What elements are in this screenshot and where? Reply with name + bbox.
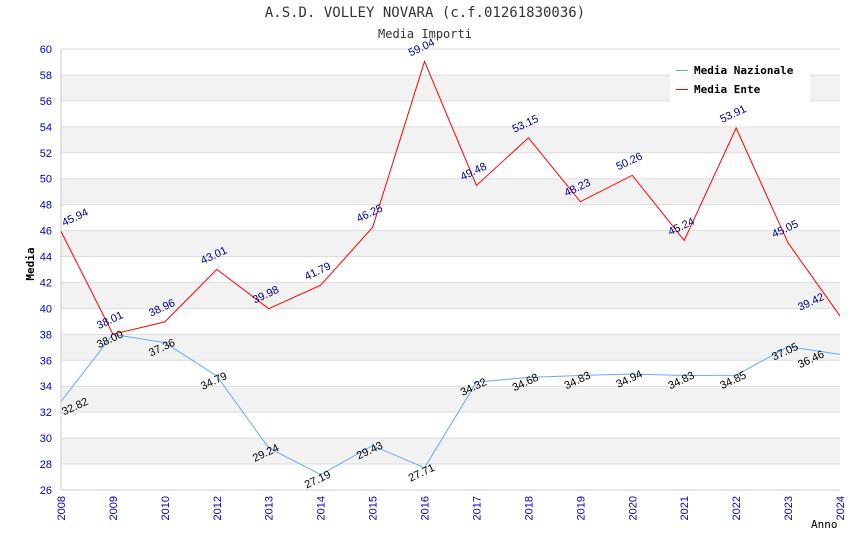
x-tick-label: 2017 <box>471 496 483 520</box>
data-label: 46.25 <box>355 203 385 226</box>
y-tick-label: 50 <box>40 174 52 186</box>
y-tick-label: 34 <box>40 381 52 393</box>
x-tick-label: 2020 <box>627 496 639 520</box>
x-tick-label: 2009 <box>108 496 120 520</box>
y-tick-label: 38 <box>40 329 52 341</box>
x-tick-label: 2014 <box>316 496 328 520</box>
legend-swatch <box>676 70 688 71</box>
grid-band <box>61 282 840 309</box>
y-tick-label: 28 <box>40 459 52 471</box>
x-tick-label: 2013 <box>264 496 276 520</box>
y-tick-label: 52 <box>40 148 52 160</box>
x-tick-label: 2023 <box>783 496 795 520</box>
y-axis-title: Media <box>24 247 37 280</box>
x-tick-label: 2018 <box>523 496 535 520</box>
y-tick-label: 48 <box>40 200 52 212</box>
x-tick-label: 2015 <box>368 496 380 520</box>
legend-item-ente: Media Ente <box>676 83 760 96</box>
grid-band <box>61 178 840 205</box>
y-tick-label: 60 <box>40 44 52 56</box>
x-tick-label: 2016 <box>420 496 432 520</box>
y-tick-label: 26 <box>40 485 52 497</box>
x-tick-label: 2008 <box>56 496 68 520</box>
y-tick-label: 54 <box>40 122 52 134</box>
data-label: 53.91 <box>718 103 748 126</box>
y-tick-label: 30 <box>40 433 52 445</box>
y-tick-label: 56 <box>40 96 52 108</box>
chart-subtitle: Media Importi <box>378 27 472 41</box>
legend-swatch <box>676 89 688 90</box>
x-tick-label: 2021 <box>679 496 691 520</box>
y-tick-label: 46 <box>40 226 52 238</box>
y-tick-label: 42 <box>40 277 52 289</box>
y-tick-label: 58 <box>40 70 52 82</box>
x-tick-label: 2010 <box>160 496 172 520</box>
grid-band <box>61 230 840 257</box>
data-label: 50.26 <box>614 151 644 174</box>
x-tick-label: 2022 <box>731 496 743 520</box>
y-tick-label: 44 <box>40 252 52 264</box>
y-tick-label: 36 <box>40 355 52 367</box>
series-line-0 <box>60 333 841 476</box>
x-tick-label: 2012 <box>212 496 224 520</box>
legend: Media Nazionale Media Ente <box>670 60 810 102</box>
data-label: 27.71 <box>407 462 437 485</box>
legend-label: Media Nazionale <box>694 64 794 77</box>
data-label: 41.79 <box>303 260 333 283</box>
grid-band <box>61 126 840 153</box>
x-tick-label: 2024 <box>835 496 847 520</box>
y-tick-label: 32 <box>40 407 52 419</box>
data-label: 59.04 <box>407 37 437 60</box>
chart-title: A.S.D. VOLLEY NOVARA (c.f.01261830036) <box>264 5 586 21</box>
grid-band <box>61 386 840 413</box>
grid-band <box>61 334 840 361</box>
x-tick-label: 2019 <box>575 496 587 520</box>
legend-label: Media Ente <box>694 83 761 96</box>
grid-band <box>61 438 840 465</box>
series-line-1 <box>60 59 841 335</box>
data-label: 27.19 <box>303 469 333 492</box>
x-axis-title: Anno <box>811 518 838 531</box>
legend-item-nazionale: Media Nazionale <box>676 64 793 77</box>
data-label: 45.94 <box>60 207 90 230</box>
y-tick-label: 40 <box>40 303 52 315</box>
